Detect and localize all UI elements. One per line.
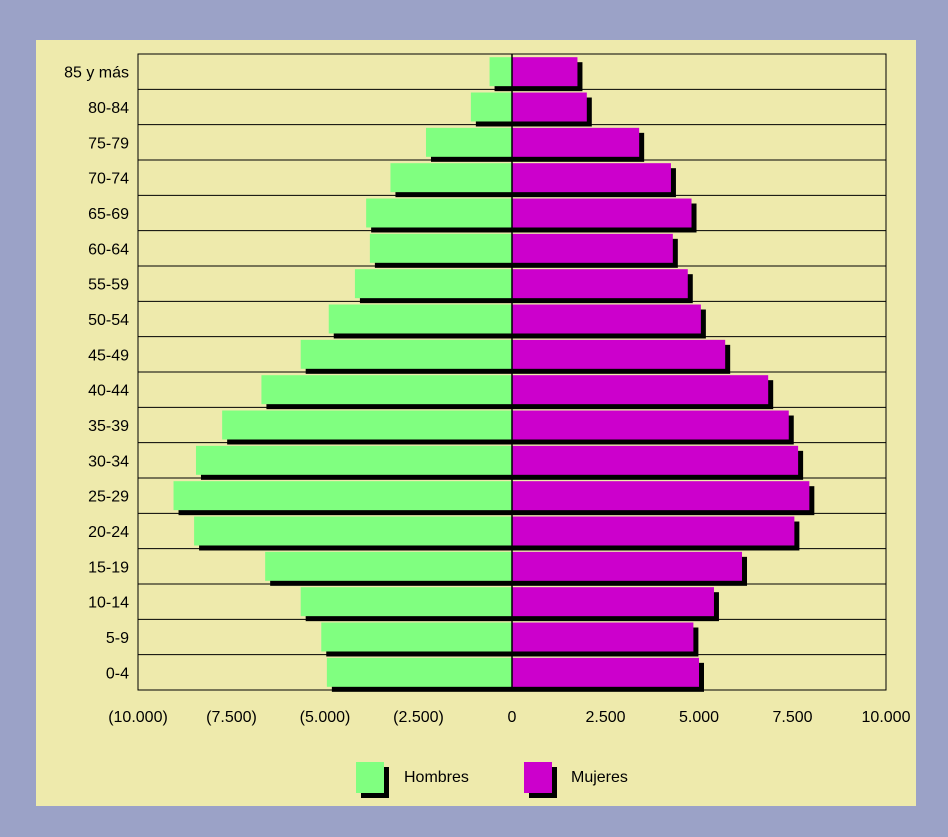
legend-item-mujeres: Mujeres [524, 762, 628, 798]
bar-hombres [489, 57, 512, 87]
bar-hombres [369, 233, 512, 263]
bar-hombres [194, 516, 512, 546]
bar-mujeres [512, 551, 743, 581]
bar-mujeres [512, 163, 671, 193]
bar-mujeres [512, 587, 714, 617]
bar-mujeres [512, 57, 578, 87]
x-tick-label: 7.500 [772, 709, 812, 726]
x-tick-label: (10.000) [108, 709, 168, 726]
bar-hombres [470, 92, 512, 122]
x-tick-label: (5.000) [300, 709, 351, 726]
bar-hombres [321, 622, 512, 652]
bar-mujeres [512, 92, 587, 122]
y-tick-label: 25-29 [88, 489, 129, 506]
y-tick-label: 50-54 [88, 312, 129, 329]
x-tick-label: (7.500) [206, 709, 257, 726]
y-tick-label: 55-59 [88, 277, 129, 294]
y-tick-label: 35-39 [88, 418, 129, 435]
bar-mujeres [512, 269, 688, 299]
bar-hombres [326, 657, 512, 687]
bar-hombres [265, 551, 512, 581]
y-tick-label: 65-69 [88, 206, 129, 223]
y-tick-label: 70-74 [88, 171, 129, 188]
x-tick-label: 0 [508, 709, 517, 726]
bar-mujeres [512, 127, 640, 157]
bar-hombres [366, 198, 512, 228]
bar-hombres [390, 163, 512, 193]
y-tick-label: 30-34 [88, 453, 129, 470]
bar-hombres [328, 304, 512, 334]
legend-swatch-mujeres [524, 762, 552, 793]
x-tick-label: 10.000 [862, 709, 911, 726]
legend-swatch-hombres [356, 762, 384, 793]
y-tick-label: 40-44 [88, 383, 129, 400]
y-tick-label: 60-64 [88, 241, 129, 258]
x-tick-label: 2.500 [585, 709, 625, 726]
y-tick-label: 15-19 [88, 559, 129, 576]
bar-mujeres [512, 233, 673, 263]
x-tick-label: (2.500) [393, 709, 444, 726]
y-tick-label: 80-84 [88, 100, 129, 117]
y-tick-label: 5-9 [106, 630, 129, 647]
x-tick-label: 5.000 [679, 709, 719, 726]
bar-mujeres [512, 339, 726, 369]
y-tick-label: 45-49 [88, 347, 129, 364]
legend-label-hombres: Hombres [404, 769, 469, 786]
y-tick-label: 85 y más [64, 65, 129, 82]
y-tick-label: 0-4 [106, 665, 129, 682]
legend-item-hombres: Hombres [356, 762, 469, 798]
bar-mujeres [512, 304, 701, 334]
y-tick-label: 20-24 [88, 524, 129, 541]
bar-mujeres [512, 445, 799, 475]
bar-hombres [300, 587, 512, 617]
legend-label-mujeres: Mujeres [571, 769, 628, 786]
bar-mujeres [512, 622, 694, 652]
bar-hombres [354, 269, 512, 299]
bar-hombres [173, 481, 512, 511]
bar-mujeres [512, 481, 810, 511]
chart-frame: 0-4 5-9 10-14 15-19 20-24 25-29 30-34 35-39 40-4… [36, 40, 916, 806]
bar-mujeres [512, 198, 692, 228]
bar-mujeres [512, 410, 789, 440]
bar-hombres [425, 127, 512, 157]
population-pyramid-chart: 0-4 5-9 10-14 15-19 20-24 25-29 30-34 35-39 40-4… [64, 53, 911, 798]
bar-hombres [300, 339, 512, 369]
y-tick-label: 10-14 [88, 595, 129, 612]
bar-mujeres [512, 375, 769, 405]
bar-mujeres [512, 516, 795, 546]
y-tick-label: 75-79 [88, 135, 129, 152]
bar-mujeres [512, 657, 699, 687]
bar-hombres [261, 375, 512, 405]
bar-hombres [195, 445, 512, 475]
bar-hombres [222, 410, 512, 440]
